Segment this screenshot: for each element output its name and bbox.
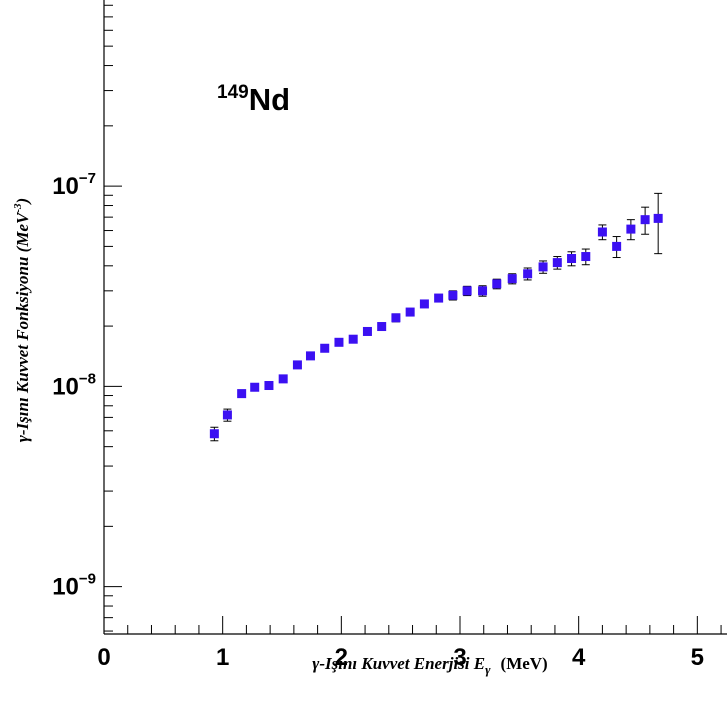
data-point xyxy=(377,322,387,332)
data-point xyxy=(391,313,401,323)
data-point xyxy=(434,293,444,303)
data-point xyxy=(250,382,260,392)
x-tick-label: 5 xyxy=(691,644,704,671)
data-points xyxy=(209,192,663,442)
y-tick-base: 10 xyxy=(52,373,79,400)
y-tick-exponent: −8 xyxy=(79,370,96,387)
data-point xyxy=(264,381,274,391)
data-point xyxy=(640,215,650,225)
data-point xyxy=(538,262,548,272)
data-point xyxy=(209,429,219,439)
data-point xyxy=(462,286,472,296)
y-tick-label: 10−9 xyxy=(52,571,96,601)
y-tick-label: 10−7 xyxy=(52,170,96,200)
data-point xyxy=(612,241,622,251)
y-axis-title: γ-Işını Kuvvet Fonksiyonu (MeV-3) xyxy=(12,198,32,442)
data-point xyxy=(653,213,663,223)
data-point xyxy=(348,334,358,344)
data-point xyxy=(448,290,458,300)
y-axis-ticks: 10−910−810−7 xyxy=(52,4,122,632)
y-axis-title-main: γ-Işını Kuvvet Fonksiyonu (MeV xyxy=(13,211,32,442)
data-point xyxy=(552,258,562,268)
data-point xyxy=(305,351,315,361)
nuclide-element: Nd xyxy=(249,82,290,117)
x-tick-label: 2 xyxy=(335,644,348,671)
data-point xyxy=(626,224,636,234)
data-point xyxy=(292,360,302,370)
data-point xyxy=(405,307,415,317)
plot-frame xyxy=(103,0,727,635)
data-point xyxy=(597,227,607,237)
data-point xyxy=(523,269,533,279)
data-point xyxy=(237,389,247,399)
data-point xyxy=(507,274,517,284)
x-axis-title-main: γ-Işını Kuvvet Enerjisi E xyxy=(312,654,485,673)
x-tick-label: 3 xyxy=(453,644,466,671)
x-axis-title: γ-Işını Kuvvet Enerjisi Eγ (MeV) xyxy=(312,654,547,677)
y-tick-label: 10−8 xyxy=(52,370,96,400)
y-tick-base: 10 xyxy=(52,173,79,200)
data-point xyxy=(278,374,288,384)
data-point xyxy=(362,326,372,336)
y-tick-base: 10 xyxy=(52,574,79,601)
x-tick-label: 4 xyxy=(572,644,586,671)
x-tick-label: 1 xyxy=(216,644,229,671)
y-tick-exponent: −9 xyxy=(79,571,96,588)
data-point xyxy=(492,279,502,289)
data-point xyxy=(320,343,330,353)
data-point xyxy=(478,286,488,296)
data-point xyxy=(419,299,429,309)
x-axis-title-unit: (MeV) xyxy=(501,654,548,673)
y-axis-title-sup: -3 xyxy=(12,203,24,213)
data-point xyxy=(222,410,232,420)
data-point xyxy=(334,337,344,347)
data-point xyxy=(581,252,591,262)
nuclide-mass-number: 149 xyxy=(217,82,249,103)
y-axis-title-close: ) xyxy=(13,198,32,206)
nuclide-label: 149Nd xyxy=(217,82,290,117)
x-tick-label: 0 xyxy=(97,644,110,671)
y-tick-exponent: −7 xyxy=(79,170,96,187)
x-axis-title-sub: γ xyxy=(485,662,491,677)
data-point xyxy=(567,254,577,264)
